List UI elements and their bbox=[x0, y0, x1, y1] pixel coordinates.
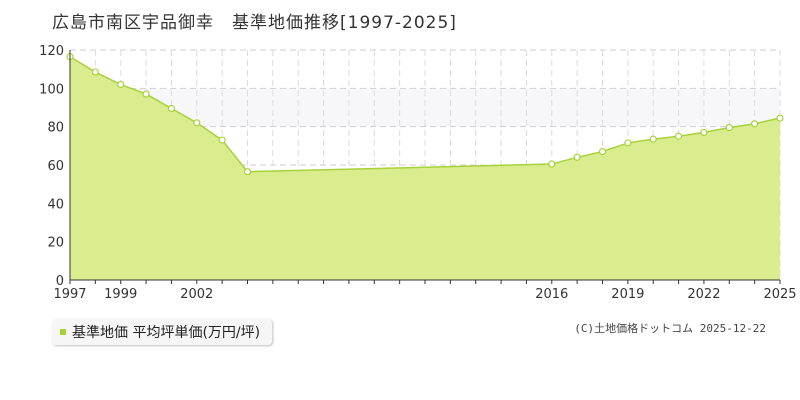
data-point bbox=[548, 160, 556, 168]
x-tick-label: 2016 bbox=[535, 287, 568, 302]
data-point bbox=[776, 114, 784, 122]
data-point bbox=[91, 68, 99, 76]
legend-marker-icon bbox=[60, 329, 66, 335]
x-tick-label: 1999 bbox=[104, 287, 137, 302]
data-point bbox=[142, 90, 150, 98]
x-tick-label: 2002 bbox=[180, 287, 213, 302]
credit-text: (C)土地価格ドットコム 2025-12-22 bbox=[574, 322, 766, 335]
data-point bbox=[218, 136, 226, 144]
data-point bbox=[751, 120, 759, 128]
data-point bbox=[598, 147, 607, 156]
data-point bbox=[649, 135, 657, 143]
data-point bbox=[243, 168, 252, 176]
y-tick-label: 60 bbox=[47, 159, 64, 174]
data-point bbox=[700, 128, 708, 137]
chart-title: 広島市南区宇品御幸 基準地価推移[1997-2025] bbox=[52, 13, 457, 33]
y-tick-label: 80 bbox=[47, 121, 64, 136]
data-point bbox=[117, 80, 125, 89]
x-tick-label: 2019 bbox=[611, 287, 644, 302]
data-point bbox=[725, 124, 733, 132]
legend-label: 基準地価 平均坪単価(万円/坪) bbox=[72, 325, 261, 341]
y-tick-label: 100 bbox=[39, 82, 64, 97]
legend: 基準地価 平均坪単価(万円/坪) bbox=[52, 319, 273, 345]
x-tick-label: 2022 bbox=[687, 287, 720, 302]
series-line bbox=[69, 56, 781, 173]
y-tick-label: 120 bbox=[39, 44, 64, 59]
data-point bbox=[674, 132, 683, 140]
data-point bbox=[624, 139, 632, 147]
y-tick-label: 40 bbox=[47, 197, 64, 212]
x-tick-label: 2025 bbox=[763, 287, 796, 302]
x-tick-label: 1997 bbox=[53, 287, 86, 302]
series-area bbox=[70, 56, 780, 281]
y-tick-label: 0 bbox=[56, 274, 64, 289]
data-point bbox=[167, 104, 176, 113]
data-point bbox=[193, 119, 201, 127]
y-tick-label: 20 bbox=[47, 236, 64, 251]
data-point bbox=[573, 153, 581, 161]
